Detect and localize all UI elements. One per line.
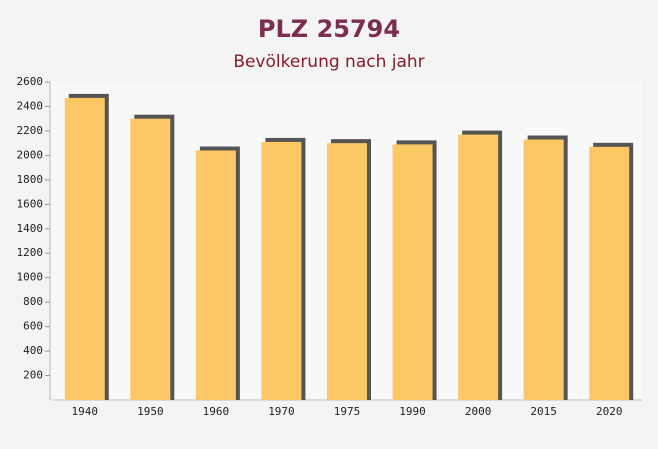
bar [392, 144, 433, 400]
bar [261, 141, 302, 400]
bar [195, 150, 236, 400]
y-tick-label: 200 [23, 369, 43, 382]
chart-title: PLZ 25794 [258, 15, 400, 43]
y-tick-label: 600 [23, 320, 43, 333]
x-tick-label: 1940 [72, 405, 99, 418]
x-tick-label: 1950 [137, 405, 164, 418]
y-tick-label: 2200 [17, 124, 44, 137]
x-tick-label: 2015 [530, 405, 557, 418]
x-tick-label: 1975 [334, 405, 361, 418]
y-tick-label: 2000 [17, 148, 44, 161]
y-tick-label: 1000 [17, 271, 44, 284]
y-tick-label: 2600 [17, 75, 44, 88]
y-tick-label: 1600 [17, 197, 44, 210]
bar [589, 146, 630, 400]
x-tick-label: 2020 [596, 405, 623, 418]
bar [458, 134, 499, 401]
bar [523, 139, 564, 400]
y-tick-label: 400 [23, 344, 43, 357]
y-tick-label: 2400 [17, 99, 44, 112]
chart-subtitle: Bevölkerung nach jahr [233, 52, 424, 72]
x-tick-label: 2000 [465, 405, 492, 418]
x-tick-label: 1970 [268, 405, 295, 418]
y-tick-label: 1800 [17, 173, 44, 186]
x-tick-label: 1960 [203, 405, 230, 418]
y-tick-label: 1400 [17, 222, 44, 235]
y-tick-label: 800 [23, 295, 43, 308]
bar [327, 143, 367, 400]
bar [130, 118, 171, 400]
y-tick-label: 1200 [17, 246, 44, 259]
bar [64, 97, 105, 401]
x-tick-label: 1990 [399, 405, 426, 418]
